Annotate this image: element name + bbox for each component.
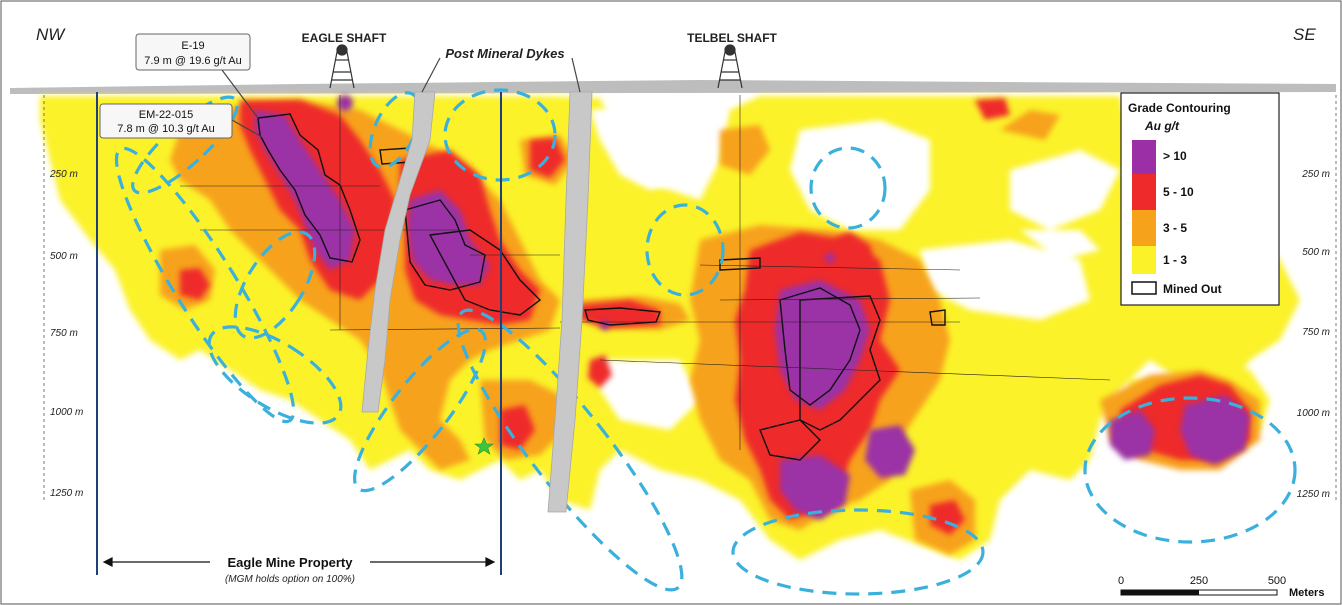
scale-tick-250: 250 — [1190, 575, 1208, 587]
legend-item-label: 5 - 10 — [1163, 185, 1194, 199]
legend-unit: Au g/t — [1144, 119, 1180, 133]
legend-swatch-3-5 — [1132, 210, 1156, 246]
property-note: (MGM holds option on 100%) — [225, 574, 355, 585]
depth-labels-left: 250 m 500 m 750 m 1000 m 1250 m — [49, 169, 83, 499]
target-star-icon — [474, 437, 494, 455]
depth-label: 250 m — [49, 169, 78, 180]
telbel-shaft-label: TELBEL SHAFT — [687, 31, 777, 45]
property-arrow — [102, 557, 496, 567]
telbel-headframe-icon — [717, 44, 743, 89]
legend-swatch-gt-10 — [1132, 140, 1156, 174]
dykes-label: Post Mineral Dykes — [445, 46, 564, 61]
drill-traces — [180, 95, 1111, 450]
scale-tick-500: 500 — [1268, 575, 1286, 587]
legend-item-label: 3 - 5 — [1163, 221, 1187, 235]
legend-item-label: 1 - 3 — [1163, 253, 1187, 267]
legend-item-label: > 10 — [1163, 149, 1187, 163]
callout-hole: EM-22-015 — [139, 109, 193, 121]
depth-label: 500 m — [50, 251, 78, 262]
ground-surface — [10, 80, 1336, 94]
depth-label: 1000 m — [50, 407, 83, 418]
exploration-targets — [114, 88, 1297, 596]
legend: Grade Contouring Au g/t > 10 5 - 10 3 - … — [1120, 92, 1280, 306]
post-mineral-dykes — [361, 91, 593, 513]
legend-title: Grade Contouring — [1128, 101, 1231, 115]
depth-label: 1250 m — [1297, 489, 1330, 500]
callout-em-22-015: EM-22-015 7.8 m @ 10.3 g/t Au — [99, 103, 233, 139]
scale-unit: Meters — [1289, 587, 1324, 599]
scale-tick-0: 0 — [1118, 575, 1124, 587]
corner-label-nw: NW — [36, 25, 66, 44]
corner-label-se: SE — [1293, 25, 1316, 44]
callout-hole: E-19 — [181, 40, 204, 52]
depth-axis-left — [43, 95, 1337, 500]
scale-bar: 0 250 500 Meters — [1118, 575, 1325, 599]
eagle-headframe-icon — [329, 44, 355, 89]
callout-intercept: 7.8 m @ 10.3 g/t Au — [117, 123, 214, 135]
legend-swatch-1-3 — [1132, 246, 1156, 274]
callout-e-19: E-19 7.9 m @ 19.6 g/t Au — [135, 33, 251, 71]
depth-label: 500 m — [1302, 247, 1330, 258]
depth-label: 1250 m — [50, 488, 83, 499]
property-boundary — [96, 92, 502, 575]
callout-intercept: 7.9 m @ 19.6 g/t Au — [144, 55, 241, 67]
legend-swatch-5-10 — [1132, 174, 1156, 210]
leader-lines — [221, 57, 581, 138]
legend-mined-out-label: Mined Out — [1163, 282, 1222, 296]
property-label: Eagle Mine Property — [228, 555, 354, 570]
eagle-shaft-label: EAGLE SHAFT — [302, 31, 387, 45]
depth-label: 250 m — [1301, 169, 1330, 180]
depth-label: 750 m — [50, 328, 78, 339]
depth-labels-right: 250 m 500 m 750 m 1000 m 1250 m — [1297, 169, 1330, 500]
depth-label: 750 m — [1302, 327, 1330, 338]
legend-swatch-mined-out — [1131, 281, 1157, 295]
depth-label: 1000 m — [1297, 408, 1330, 419]
mined-out-stopes — [257, 113, 946, 461]
